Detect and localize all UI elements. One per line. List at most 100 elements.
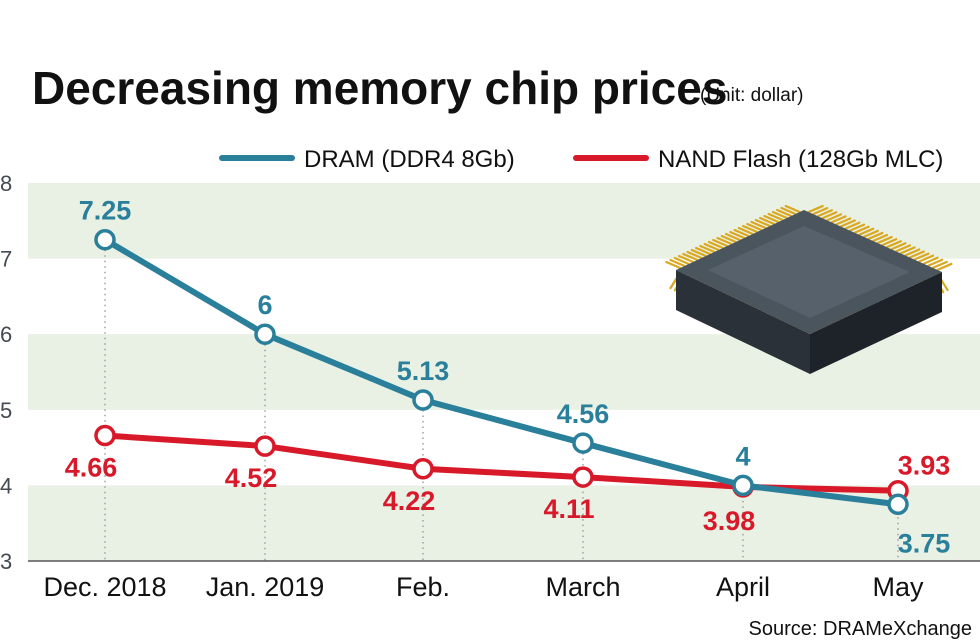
- chip-pin: [913, 252, 930, 261]
- chip-pin: [703, 242, 720, 252]
- series-line: [102, 236, 901, 508]
- chip-pin: [904, 248, 921, 257]
- chip-pin: [931, 260, 948, 269]
- data-label: 3.98: [703, 506, 756, 536]
- data-label: 4.66: [65, 453, 118, 483]
- data-point: [94, 228, 116, 251]
- chip-pin: [729, 230, 746, 240]
- labels-nand: 4.66 4.52 4.22 4.11 3.98 3.93: [65, 451, 951, 536]
- legend-label-nand: NAND Flash (128Gb MLC): [658, 146, 943, 173]
- chip-die: [708, 226, 910, 318]
- x-tick-label: April: [716, 572, 770, 602]
- chip-pin: [665, 260, 682, 270]
- chip-pin: [825, 213, 843, 222]
- chart-title: Decreasing memory chip prices: [32, 62, 727, 114]
- chip-side-left: [676, 270, 810, 374]
- data-label: 4: [735, 441, 750, 471]
- y-tick-label: 5: [0, 398, 12, 423]
- chip-pin: [737, 226, 754, 236]
- chip-pin: [917, 254, 935, 263]
- x-tick-label: March: [545, 572, 620, 602]
- data-point: [412, 389, 434, 411]
- chip-pin: [835, 217, 852, 226]
- x-axis: Dec. 2018 Jan. 2019 Feb. March April May: [43, 572, 924, 602]
- data-label: 5.13: [397, 356, 450, 386]
- chip-pin: [821, 211, 838, 220]
- chip-pin: [922, 256, 939, 265]
- y-tick-label: 8: [0, 171, 12, 196]
- data-label: 4.56: [557, 399, 610, 429]
- y-axis: 3 4 5 6 7 8: [0, 171, 12, 574]
- chip-pin: [733, 228, 750, 238]
- chip-pin: [876, 235, 893, 245]
- chip-pin: [908, 250, 925, 259]
- chip-pin: [899, 246, 916, 255]
- chip-pin: [699, 244, 716, 254]
- data-point: [572, 432, 594, 454]
- unit-label: (Unit: dollar): [700, 85, 803, 106]
- chip-pin: [695, 246, 712, 256]
- y-tick-label: 4: [0, 473, 12, 498]
- series-dram: [94, 228, 909, 516]
- data-label: 6: [257, 290, 272, 320]
- chip-pin: [763, 214, 780, 224]
- chip-pin: [867, 231, 884, 241]
- chip-pin: [894, 244, 912, 253]
- data-point: [887, 493, 909, 516]
- data-label: 4.52: [225, 463, 278, 493]
- chip-pin: [853, 225, 870, 234]
- chip-pin: [682, 252, 699, 262]
- chip-pin: [720, 234, 737, 244]
- data-point: [94, 424, 116, 447]
- data-point: [254, 435, 276, 457]
- y-tick-label: 3: [0, 549, 12, 574]
- chip-pin: [712, 238, 729, 248]
- data-label: 4.22: [383, 486, 436, 516]
- chip-pin: [862, 229, 879, 238]
- chip-pin: [848, 223, 866, 232]
- chip-pin: [885, 240, 902, 249]
- chip-pin: [690, 248, 707, 258]
- chip-pin: [780, 206, 797, 216]
- chip-pin: [750, 220, 767, 230]
- chip-pin: [871, 233, 889, 243]
- chip-pin: [784, 204, 801, 214]
- source-note: Source: DRAMeXchange: [749, 618, 972, 640]
- y-tick-label: 6: [0, 322, 12, 347]
- chip-icon: [665, 204, 953, 374]
- data-point: [572, 466, 594, 488]
- chip-pin: [881, 238, 898, 247]
- x-tick-label: Feb.: [396, 572, 450, 602]
- chip-pin: [759, 216, 776, 226]
- x-tick-label: Jan. 2019: [206, 572, 325, 602]
- data-label: 4.11: [543, 494, 594, 524]
- chip-pin: [771, 210, 789, 220]
- chip-pin: [716, 236, 733, 246]
- grid-band: [28, 485, 980, 561]
- labels-dram: 7.25 6 5.13 4.56 4 3.75: [79, 196, 951, 559]
- data-label: 3.75: [898, 528, 951, 558]
- chip-pin: [746, 222, 763, 232]
- chip-pin: [741, 224, 759, 234]
- legend: DRAM (DDR4 8Gb) NAND Flash (128Gb MLC): [219, 146, 943, 173]
- x-tick-label: Dec. 2018: [43, 572, 166, 602]
- data-label: 7.25: [79, 196, 132, 226]
- chip-pin: [816, 209, 833, 218]
- chip-pin: [724, 232, 742, 242]
- chip-pin: [807, 204, 824, 214]
- data-point: [412, 458, 434, 480]
- chip-pin: [677, 254, 695, 264]
- chip-pin: [927, 258, 944, 267]
- chip-pin: [830, 215, 847, 224]
- series-layer: 7.25 6 5.13 4.56 4 3.75 4.66 4.52 4.22 4.11 3.98 3.…: [65, 196, 951, 559]
- chip-pin: [890, 242, 907, 251]
- chip-pin: [858, 227, 875, 236]
- chip-pin: [669, 258, 686, 268]
- chip-pin: [673, 256, 690, 266]
- chip-pin: [936, 262, 953, 272]
- chip-pin: [812, 207, 829, 216]
- data-label: 3.93: [898, 451, 951, 481]
- chip-pin: [844, 221, 861, 230]
- chip-pin: [839, 219, 856, 228]
